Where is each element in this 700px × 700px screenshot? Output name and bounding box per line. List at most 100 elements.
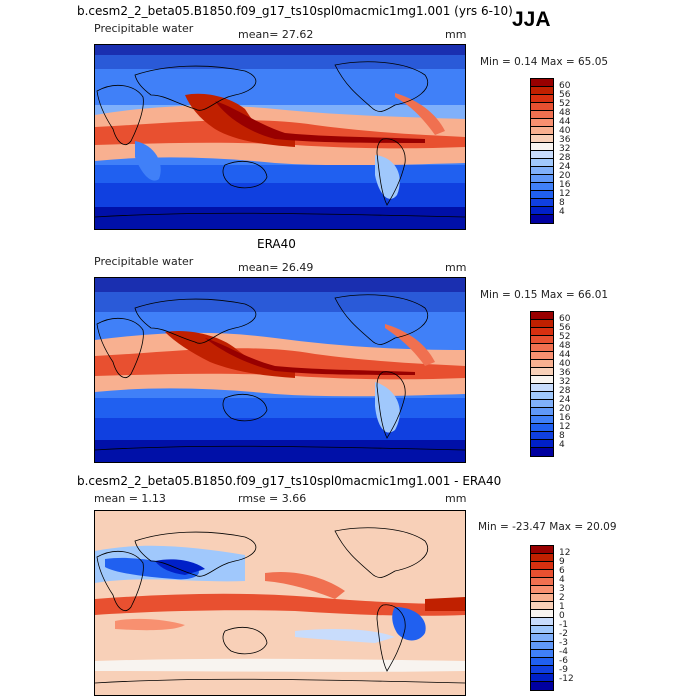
colorbar-tick: 32 xyxy=(559,144,571,154)
colorbar-tick: 40 xyxy=(559,359,571,369)
colorbar-tick: 9 xyxy=(559,557,565,567)
colorbar-swatch xyxy=(531,594,553,602)
colorbar-swatch xyxy=(531,352,553,360)
colorbar-swatch xyxy=(531,578,553,586)
colorbar-swatch xyxy=(531,368,553,376)
colorbar-tick: 0 xyxy=(559,611,565,621)
colorbar-tick: 60 xyxy=(559,81,571,91)
panel3-minmax-label: Min = -23.47 Max = 20.09 xyxy=(478,521,617,533)
colorbar-swatch xyxy=(531,135,553,143)
colorbar-swatch xyxy=(531,119,553,127)
panel3-map xyxy=(94,510,466,696)
colorbar-swatch xyxy=(531,79,553,87)
colorbar-swatch xyxy=(531,376,553,384)
colorbar-swatch xyxy=(531,586,553,594)
colorbar-tick: 36 xyxy=(559,135,571,145)
colorbar-tick: 56 xyxy=(559,90,571,100)
colorbar-swatch xyxy=(531,215,553,223)
colorbar-tick: -3 xyxy=(559,638,568,648)
colorbar-tick: 24 xyxy=(559,162,571,172)
colorbar-swatch xyxy=(531,610,553,618)
colorbar-tick: 32 xyxy=(559,377,571,387)
colorbar-swatch xyxy=(531,175,553,183)
colorbar-swatch xyxy=(531,103,553,111)
colorbar-tick: -2 xyxy=(559,629,568,639)
colorbar-tick: 20 xyxy=(559,404,571,414)
colorbar-tick: 2 xyxy=(559,593,565,603)
season-label: JJA xyxy=(512,8,551,31)
colorbar-tick: 12 xyxy=(559,189,571,199)
colorbar-tick: 8 xyxy=(559,431,565,441)
panel3-colorbar xyxy=(530,545,554,691)
colorbar-swatch xyxy=(531,626,553,634)
colorbar-tick: 40 xyxy=(559,126,571,136)
colorbar-swatch xyxy=(531,658,553,666)
colorbar-swatch xyxy=(531,424,553,432)
colorbar-tick: 4 xyxy=(559,207,565,217)
panel1-units-label: mm xyxy=(445,28,467,41)
colorbar-swatch xyxy=(531,546,553,554)
colorbar-swatch xyxy=(531,682,553,690)
colorbar-tick: 12 xyxy=(559,548,571,558)
panel1-colorbar xyxy=(530,78,554,224)
colorbar-swatch xyxy=(531,392,553,400)
colorbar-tick: 4 xyxy=(559,440,565,450)
colorbar-tick: 16 xyxy=(559,413,571,423)
colorbar-swatch xyxy=(531,167,553,175)
colorbar-swatch xyxy=(531,159,553,167)
colorbar-swatch xyxy=(531,634,553,642)
colorbar-tick: -1 xyxy=(559,620,568,630)
colorbar-tick: -9 xyxy=(559,665,568,675)
colorbar-swatch xyxy=(531,416,553,424)
colorbar-tick: 52 xyxy=(559,332,571,342)
colorbar-tick: 44 xyxy=(559,117,571,127)
colorbar-swatch xyxy=(531,199,553,207)
colorbar-tick: 52 xyxy=(559,99,571,109)
panel3-title: b.cesm2_2_beta05.B1850.f09_g17_ts10spl0m… xyxy=(77,474,502,488)
colorbar-swatch xyxy=(531,554,553,562)
colorbar-swatch xyxy=(531,344,553,352)
panel2-minmax-label: Min = 0.15 Max = 66.01 xyxy=(480,289,609,301)
panel2-variable-label: Precipitable water xyxy=(94,255,194,268)
panel1-variable-label: Precipitable water xyxy=(94,22,194,35)
colorbar-tick: 56 xyxy=(559,323,571,333)
colorbar-tick: 8 xyxy=(559,198,565,208)
panel2-title: ERA40 xyxy=(257,237,296,251)
colorbar-swatch xyxy=(531,618,553,626)
colorbar-swatch xyxy=(531,440,553,448)
colorbar-tick: 36 xyxy=(559,368,571,378)
colorbar-swatch xyxy=(531,448,553,456)
colorbar-swatch xyxy=(531,320,553,328)
colorbar-tick: 28 xyxy=(559,386,571,396)
colorbar-swatch xyxy=(531,207,553,215)
colorbar-swatch xyxy=(531,562,553,570)
colorbar-swatch xyxy=(531,666,553,674)
colorbar-tick: 60 xyxy=(559,314,571,324)
colorbar-swatch xyxy=(531,87,553,95)
colorbar-swatch xyxy=(531,143,553,151)
colorbar-swatch xyxy=(531,95,553,103)
panel3-rmse-label: rmse = 3.66 xyxy=(238,492,307,505)
colorbar-swatch xyxy=(531,328,553,336)
panel1-minmax-label: Min = 0.14 Max = 65.05 xyxy=(480,56,609,68)
colorbar-tick: 48 xyxy=(559,108,571,118)
colorbar-swatch xyxy=(531,384,553,392)
colorbar-tick: 12 xyxy=(559,422,571,432)
colorbar-swatch xyxy=(531,360,553,368)
panel2-colorbar xyxy=(530,311,554,457)
colorbar-tick: 48 xyxy=(559,341,571,351)
colorbar-tick: -4 xyxy=(559,647,568,657)
colorbar-tick: 20 xyxy=(559,171,571,181)
colorbar-swatch xyxy=(531,127,553,135)
panel2-units-label: mm xyxy=(445,261,467,274)
colorbar-swatch xyxy=(531,400,553,408)
colorbar-swatch xyxy=(531,111,553,119)
panel3-units-label: mm xyxy=(445,492,467,505)
colorbar-tick: 28 xyxy=(559,153,571,163)
colorbar-tick: -12 xyxy=(559,674,574,684)
colorbar-swatch xyxy=(531,674,553,682)
colorbar-tick: 3 xyxy=(559,584,565,594)
colorbar-tick: 6 xyxy=(559,566,565,576)
colorbar-swatch xyxy=(531,570,553,578)
colorbar-swatch xyxy=(531,432,553,440)
